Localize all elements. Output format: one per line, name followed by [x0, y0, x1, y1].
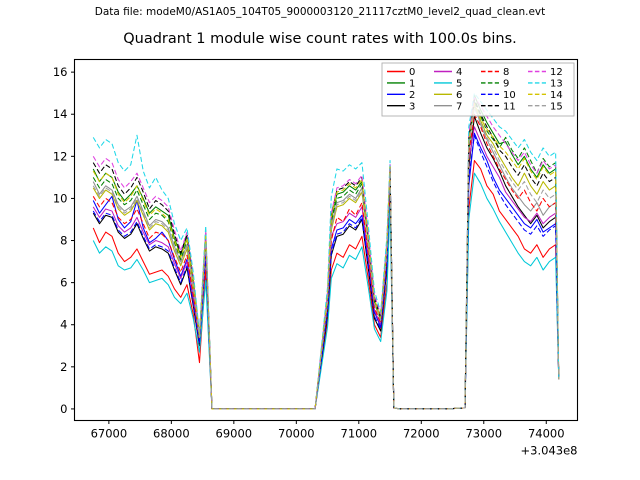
- series-line-7: [92, 103, 560, 410]
- legend-label-13: 13: [550, 79, 563, 90]
- legend-label-12: 12: [550, 67, 563, 78]
- legend-label-2: 2: [409, 90, 415, 101]
- legend-label-7: 7: [456, 101, 462, 112]
- series-line-13: [92, 92, 560, 410]
- legend-label-5: 5: [456, 79, 462, 90]
- x-axis-offset-label: +3.043e8: [521, 444, 578, 458]
- legend-label-1: 1: [409, 79, 415, 90]
- legend-label-8: 8: [503, 67, 509, 78]
- series-line-2: [92, 132, 560, 410]
- legend-label-6: 6: [456, 90, 462, 101]
- x-tick-label: 73000: [465, 427, 502, 441]
- x-tick-label: 71000: [341, 427, 378, 441]
- x-tick-label: 72000: [403, 427, 440, 441]
- y-tick-label: 12: [53, 149, 68, 163]
- y-tick-label: 6: [60, 276, 67, 290]
- x-tick-label: 69000: [216, 427, 253, 441]
- x-tick-label: 67000: [91, 427, 128, 441]
- series-line-3: [92, 115, 560, 410]
- y-tick-label: 0: [60, 402, 67, 416]
- legend-label-0: 0: [409, 67, 415, 78]
- series-line-12: [92, 96, 560, 410]
- axes-group: [73, 58, 579, 422]
- x-offset-text: +3.043e8: [521, 444, 578, 458]
- y-axis-ticks: 0 2 4 6 8 10 12 14 16: [53, 65, 75, 416]
- series-line-10: [92, 134, 560, 410]
- series-line-15: [92, 107, 560, 410]
- series-line-9: [92, 101, 560, 410]
- x-axis-ticks: 67000 68000 69000 70000 71000 72000 73000 74000: [91, 420, 565, 441]
- data-file-label: Data file: modeM0/AS1A05_104T05_90000031…: [94, 6, 546, 18]
- series-line-8: [92, 113, 560, 410]
- axes-frame: [73, 58, 579, 422]
- legend-label-10: 10: [503, 90, 516, 101]
- series-line-5: [92, 172, 560, 410]
- series-line-14: [92, 103, 560, 410]
- legend-label-9: 9: [503, 79, 509, 90]
- y-tick-label: 16: [53, 65, 68, 79]
- series-line-4: [92, 126, 560, 410]
- series-line-1: [92, 94, 560, 410]
- series-line-11: [92, 98, 560, 410]
- y-tick-label: 2: [60, 360, 67, 374]
- legend-frame: [381, 62, 575, 117]
- series-line-6: [92, 105, 560, 410]
- legend-label-3: 3: [409, 101, 415, 112]
- x-tick-label: 68000: [153, 427, 190, 441]
- series-group: [92, 92, 560, 410]
- y-tick-label: 14: [53, 107, 68, 121]
- y-tick-label: 10: [53, 191, 68, 205]
- y-tick-label: 4: [60, 318, 67, 332]
- x-tick-label: 70000: [278, 427, 315, 441]
- x-tick-label: 74000: [528, 427, 565, 441]
- legend-label-11: 11: [503, 101, 516, 112]
- legend-label-15: 15: [550, 101, 563, 112]
- legend-label-14: 14: [550, 90, 563, 101]
- y-tick-label: 8: [60, 234, 67, 248]
- series-line-0: [92, 160, 560, 410]
- legend-label-4: 4: [456, 67, 462, 78]
- chart-title: Quadrant 1 module wise count rates with …: [123, 31, 517, 47]
